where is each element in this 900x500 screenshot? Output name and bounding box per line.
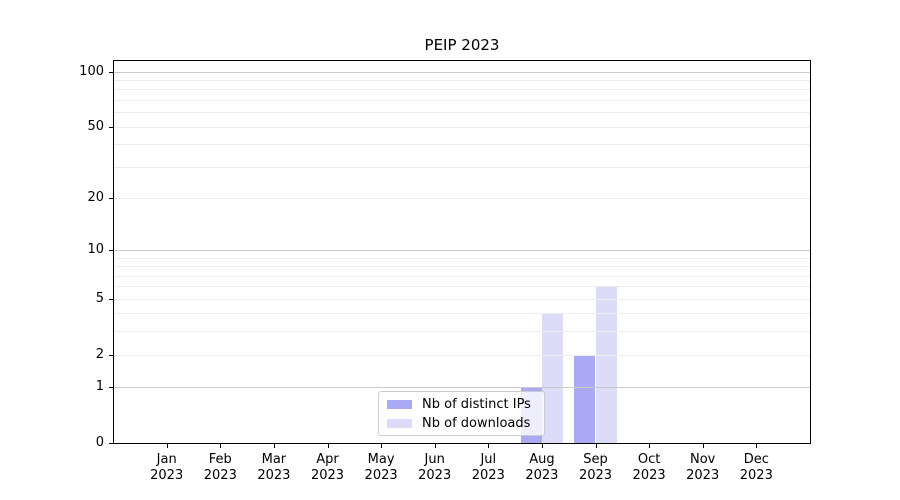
x-axis-tick-label: Mar 2023 <box>242 452 306 484</box>
month-label: Nov <box>690 452 716 467</box>
y-axis-tick-label: 100 <box>79 63 104 79</box>
bar-downloads-sep <box>595 286 617 443</box>
year-label: 2023 <box>578 468 613 483</box>
x-axis-tick-label: Oct 2023 <box>617 452 681 484</box>
y-axis-tick <box>109 443 113 444</box>
month-label: Oct <box>637 452 661 467</box>
x-axis-tick <box>220 444 222 448</box>
month-label: Mar <box>261 452 287 467</box>
x-axis-tick-label: Nov 2023 <box>671 452 735 484</box>
x-axis-tick-label: Feb 2023 <box>188 452 252 484</box>
y-axis-tick <box>109 126 113 128</box>
year-label: 2023 <box>257 468 291 483</box>
x-axis-tick <box>649 444 651 448</box>
legend-item: Nb of downloads <box>387 415 536 432</box>
gridline-minor <box>114 298 810 300</box>
y-axis-tick <box>109 197 113 199</box>
gridline-minor <box>114 89 810 91</box>
x-axis-tick-label: Jul 2023 <box>456 452 520 484</box>
gridline-minor <box>114 331 810 333</box>
x-axis-tick <box>381 444 383 448</box>
y-axis-tick-label: 50 <box>87 118 104 134</box>
month-label: May <box>367 452 395 467</box>
gridline-minor <box>114 266 810 268</box>
x-axis-tick-label: Apr 2023 <box>296 452 360 484</box>
legend-swatch <box>387 399 412 409</box>
month-label: Feb <box>208 452 232 467</box>
gridline-minor <box>114 126 810 128</box>
legend-label: Nb of downloads <box>422 415 531 431</box>
year-label: 2023 <box>632 468 666 483</box>
gridline-minor <box>114 286 810 288</box>
y-axis-tick-label: 10 <box>87 241 104 257</box>
y-axis-tick-label: 1 <box>95 379 104 395</box>
year-label: 2023 <box>364 468 398 483</box>
legend-item: Nb of distinct IPs <box>387 396 536 413</box>
month-label: Sep <box>583 452 608 467</box>
gridline-minor <box>114 354 810 356</box>
x-axis-tick <box>273 444 275 448</box>
y-axis-tick-label: 5 <box>95 290 104 306</box>
legend-label: Nb of distinct IPs <box>422 396 531 412</box>
gridline-major <box>114 249 810 251</box>
year-label: 2023 <box>310 468 345 483</box>
gridline-major <box>114 387 810 389</box>
plot-area <box>113 60 811 444</box>
bar-downloads-aug <box>541 313 564 443</box>
legend-swatch <box>387 418 412 428</box>
month-label: Aug <box>529 452 555 467</box>
gridline-minor <box>114 99 810 101</box>
gridline-minor <box>114 112 810 114</box>
year-label: 2023 <box>739 468 773 483</box>
x-axis-tick-label: May 2023 <box>349 452 413 484</box>
x-axis-tick <box>595 444 597 448</box>
x-axis-tick-label: Jun 2023 <box>403 452 467 484</box>
y-axis-tick <box>109 249 113 251</box>
y-axis-tick-label: 20 <box>87 189 104 205</box>
legend: Nb of distinct IPs Nb of downloads <box>378 391 545 436</box>
y-axis-tick-label: 0 <box>95 435 104 450</box>
gridline-minor <box>114 257 810 259</box>
year-label: 2023 <box>418 468 452 483</box>
y-axis-tick-label: 2 <box>95 346 104 362</box>
x-axis-tick-label: Sep 2023 <box>564 452 628 484</box>
y-axis-tick <box>109 298 113 300</box>
y-axis-tick <box>109 354 113 356</box>
chart-title: PEIP 2023 <box>424 36 500 54</box>
month-label: Jan <box>156 452 177 467</box>
x-axis-tick-label: Jan 2023 <box>135 452 199 484</box>
month-label: Apr <box>316 452 339 467</box>
x-axis-tick-label: Dec 2023 <box>724 452 788 484</box>
x-axis-tick <box>327 444 329 448</box>
gridline-minor <box>114 79 810 81</box>
x-axis-tick <box>756 444 758 448</box>
gridline-minor <box>114 144 810 146</box>
x-axis-tick <box>702 444 704 448</box>
y-axis-tick <box>109 387 113 389</box>
gridline-minor <box>114 313 810 315</box>
year-label: 2023 <box>525 468 559 483</box>
year-label: 2023 <box>150 468 184 483</box>
gridline-minor <box>114 197 810 199</box>
gridline-major <box>114 71 810 73</box>
x-axis-tick <box>541 444 543 448</box>
gridline-minor <box>114 166 810 168</box>
month-label: Jul <box>480 452 497 467</box>
bar-distinct-ips-sep <box>574 354 596 443</box>
x-axis-tick <box>166 444 168 448</box>
year-label: 2023 <box>686 468 720 483</box>
month-label: Jun <box>424 452 445 467</box>
x-axis-tick-label: Aug 2023 <box>510 452 574 484</box>
year-label: 2023 <box>471 468 505 483</box>
month-label: Dec <box>743 452 769 467</box>
year-label: 2023 <box>203 468 237 483</box>
x-axis-tick <box>434 444 436 448</box>
gridline-minor <box>114 275 810 277</box>
x-axis-tick <box>488 444 490 448</box>
y-axis-tick <box>109 71 113 73</box>
